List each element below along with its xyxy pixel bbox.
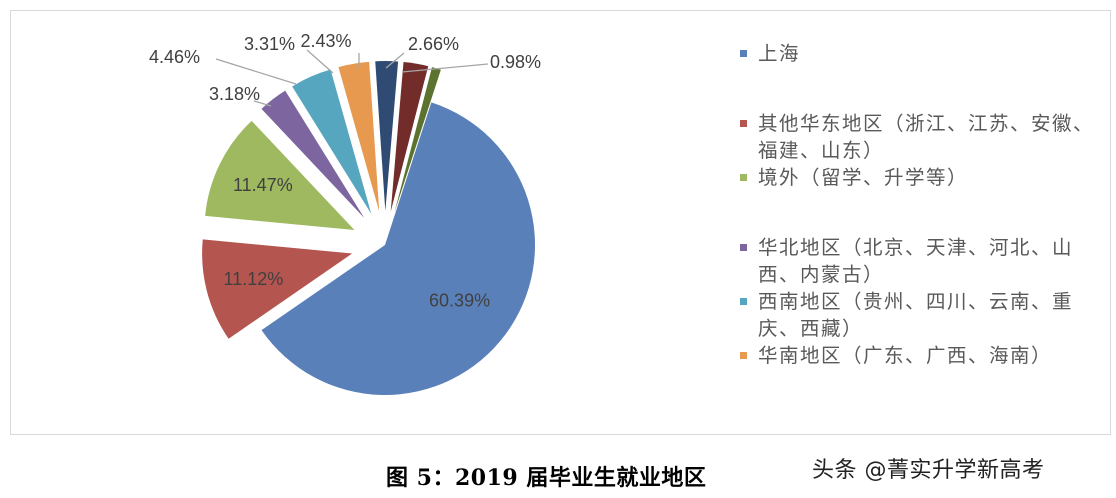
pie-slice xyxy=(375,61,399,212)
legend-item-east-china: 其他华东地区（浙江、江苏、安徽、福建、山东） xyxy=(740,110,1100,164)
legend-swatch xyxy=(740,352,747,359)
legend-label: 华南地区（广东、广西、海南） xyxy=(758,344,1053,367)
watermark: 头条 @菁实升学新高考 xyxy=(812,458,1045,483)
pie-slice xyxy=(205,120,355,231)
leader-line xyxy=(253,100,272,107)
legend-label: 境外（留学、升学等） xyxy=(758,166,969,189)
leader-line xyxy=(401,63,489,73)
legend-item-north-china: 华北地区（北京、天津、河北、山西、内蒙古） xyxy=(740,234,1100,288)
pie-slice xyxy=(394,67,441,213)
pie-slice xyxy=(261,90,365,219)
slice-label: 4.46% xyxy=(149,47,200,67)
pie-slice xyxy=(261,102,535,395)
slice-label: 2.66% xyxy=(408,34,459,54)
slice-label: 60.39% xyxy=(429,291,490,311)
legend-item-south-china: 华南地区（广东、广西、海南） xyxy=(740,342,1100,369)
chart-frame xyxy=(10,10,1111,435)
chart-legend: 上海 其他华东地区（浙江、江苏、安徽、福建、山东） 境外（留学、升学等） 华北地… xyxy=(740,40,1100,369)
legend-item-overseas: 境外（留学、升学等） xyxy=(740,164,1100,191)
slice-label: 11.47% xyxy=(233,175,293,195)
slice-label: 3.31% xyxy=(244,34,295,54)
pie-slice xyxy=(202,239,353,339)
slice-label: 0.98% xyxy=(490,52,541,72)
legend-label: 上海 xyxy=(758,42,801,65)
leader-line xyxy=(385,52,405,69)
legend-swatch xyxy=(740,120,747,127)
slice-label: 11.12% xyxy=(224,269,284,289)
legend-label: 西南地区（贵州、四川、云南、重庆、西藏） xyxy=(758,290,1074,340)
slice-label: 3.18% xyxy=(209,84,260,104)
legend-item-shanghai: 上海 xyxy=(740,40,1100,67)
pie-slice xyxy=(390,62,429,212)
legend-swatch xyxy=(740,174,747,181)
pie-slice xyxy=(292,69,372,214)
legend-item-southwest: 西南地区（贵州、四川、云南、重庆、西藏） xyxy=(740,288,1100,342)
slice-label: 2.43% xyxy=(300,31,351,51)
legend-swatch xyxy=(740,244,747,251)
leader-line xyxy=(306,49,334,74)
legend-swatch xyxy=(740,298,747,305)
legend-label: 华北地区（北京、天津、河北、山西、内蒙古） xyxy=(758,236,1074,286)
pie-slice xyxy=(338,61,380,212)
figure-caption: 图 5：2019 届毕业生就业地区 xyxy=(386,465,707,491)
legend-label: 其他华东地区（浙江、江苏、安徽、福建、山东） xyxy=(758,112,1095,162)
legend-swatch xyxy=(740,50,747,57)
leader-line xyxy=(215,58,297,85)
